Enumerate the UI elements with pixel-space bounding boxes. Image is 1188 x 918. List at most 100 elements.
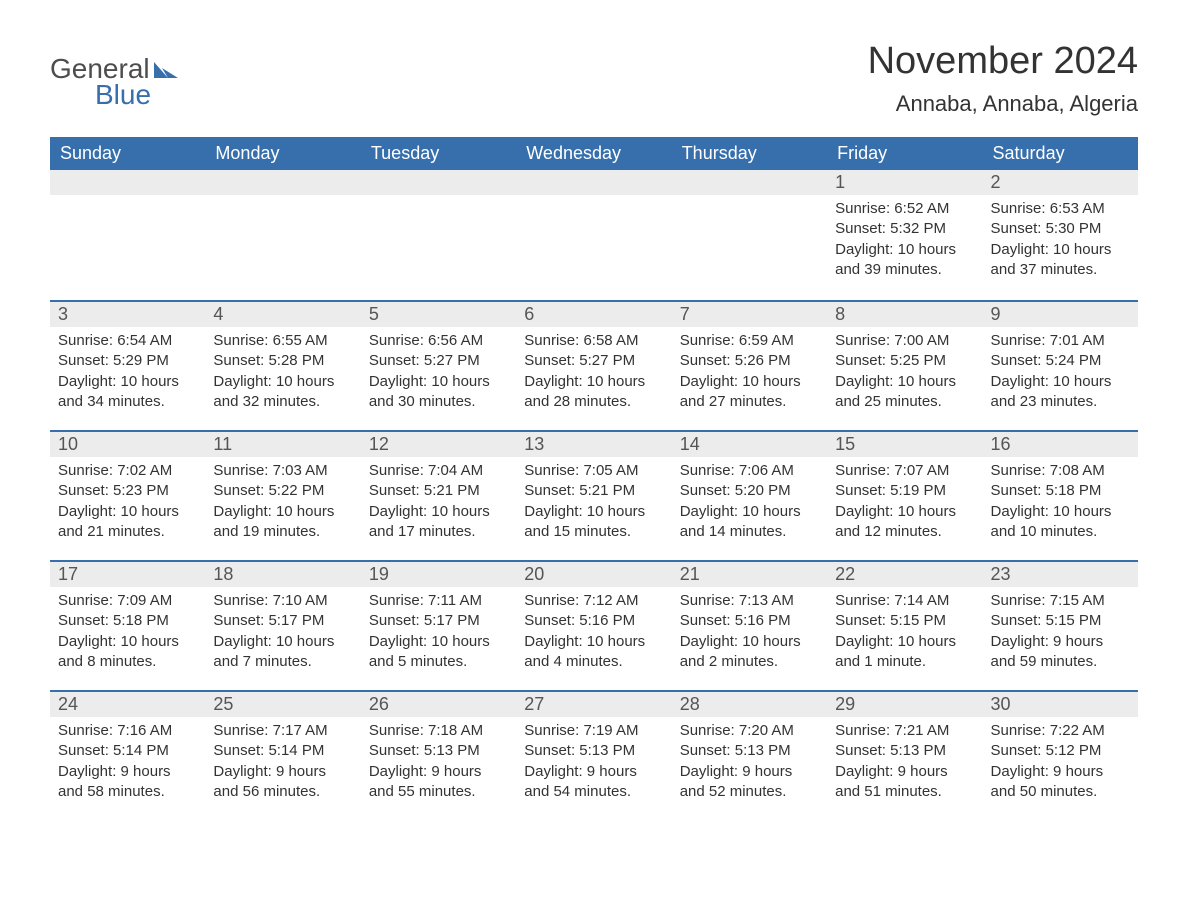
sunset-text: Sunset: 5:21 PM bbox=[369, 481, 508, 501]
day-cell bbox=[672, 170, 827, 300]
sunset-text: Sunset: 5:12 PM bbox=[991, 741, 1130, 761]
sunset-text: Sunset: 5:15 PM bbox=[835, 611, 974, 631]
sunrise-text: Sunrise: 7:09 AM bbox=[58, 591, 197, 611]
sunrise-text: Sunrise: 7:03 AM bbox=[213, 461, 352, 481]
day-cell: 2Sunrise: 6:53 AMSunset: 5:30 PMDaylight… bbox=[983, 170, 1138, 300]
week-row: 1Sunrise: 6:52 AMSunset: 5:32 PMDaylight… bbox=[50, 170, 1138, 300]
daylight-text: Daylight: 9 hours and 56 minutes. bbox=[213, 762, 352, 803]
day-body: Sunrise: 7:22 AMSunset: 5:12 PMDaylight:… bbox=[983, 717, 1138, 810]
day-number: 22 bbox=[827, 560, 982, 587]
day-body: Sunrise: 7:12 AMSunset: 5:16 PMDaylight:… bbox=[516, 587, 671, 680]
sunset-text: Sunset: 5:16 PM bbox=[524, 611, 663, 631]
day-cell: 22Sunrise: 7:14 AMSunset: 5:15 PMDayligh… bbox=[827, 560, 982, 690]
sunrise-text: Sunrise: 7:12 AM bbox=[524, 591, 663, 611]
day-number: 4 bbox=[205, 300, 360, 327]
daylight-text: Daylight: 10 hours and 5 minutes. bbox=[369, 632, 508, 673]
day-number: 26 bbox=[361, 690, 516, 717]
daylight-text: Daylight: 10 hours and 17 minutes. bbox=[369, 502, 508, 543]
week-row: 17 Sunrise: 7:09 AMSunset: 5:18 PM Dayligh… bbox=[50, 560, 1138, 690]
day-body: Sunrise: 7:19 AMSunset: 5:13 PMDaylight:… bbox=[516, 717, 671, 810]
dayheader-wednesday: Wednesday bbox=[516, 137, 671, 170]
sunrise-text: Sunrise: 6:53 AM bbox=[991, 199, 1130, 219]
day-number: 30 bbox=[983, 690, 1138, 717]
day-cell bbox=[361, 170, 516, 300]
day-cell: 21Sunrise: 7:13 AMSunset: 5:16 PMDayligh… bbox=[672, 560, 827, 690]
day-body: Sunrise: 7:02 AMSunset: 5:23 PMDaylight:… bbox=[50, 457, 205, 550]
sunset-text: Sunset: 5:16 PM bbox=[680, 611, 819, 631]
daylight-text: Daylight: 10 hours and 25 minutes. bbox=[835, 372, 974, 413]
sunrise-text: Sunrise: 7:22 AM bbox=[991, 721, 1130, 741]
daylight-text: Daylight: 9 hours and 51 minutes. bbox=[835, 762, 974, 803]
day-cell: 16Sunrise: 7:08 AMSunset: 5:18 PMDayligh… bbox=[983, 430, 1138, 560]
day-cell: 29Sunrise: 7:21 AMSunset: 5:13 PMDayligh… bbox=[827, 690, 982, 820]
daylight-text: Daylight: 10 hours and 7 minutes. bbox=[213, 632, 352, 673]
day-cell: 1Sunrise: 6:52 AMSunset: 5:32 PMDaylight… bbox=[827, 170, 982, 300]
sunset-text: Sunset: 5:15 PM bbox=[991, 611, 1130, 631]
day-cell: 28Sunrise: 7:20 AMSunset: 5:13 PMDayligh… bbox=[672, 690, 827, 820]
daylight-text: Daylight: 10 hours and 39 minutes. bbox=[835, 240, 974, 281]
sunset-text: Sunset: 5:13 PM bbox=[835, 741, 974, 761]
daylight-text: Daylight: 10 hours and 23 minutes. bbox=[991, 372, 1130, 413]
day-number: 6 bbox=[516, 300, 671, 327]
day-cell: 17Sunrise: 7:09 AMSunset: 5:18 PMDayligh… bbox=[50, 560, 205, 690]
day-number: 8 bbox=[827, 300, 982, 327]
sunrise-text: Sunrise: 7:13 AM bbox=[680, 591, 819, 611]
sunset-text: Sunset: 5:23 PM bbox=[58, 481, 197, 501]
sunset-text: Sunset: 5:21 PM bbox=[524, 481, 663, 501]
logo-text: General Blue bbox=[50, 55, 180, 109]
sunset-text: Sunset: 5:17 PM bbox=[369, 611, 508, 631]
day-cell: 27Sunrise: 7:19 AMSunset: 5:13 PMDayligh… bbox=[516, 690, 671, 820]
day-cell: 4Sunrise: 6:55 AMSunset: 5:28 PMDaylight… bbox=[205, 300, 360, 430]
sunrise-text: Sunrise: 6:59 AM bbox=[680, 331, 819, 351]
sunset-text: Sunset: 5:24 PM bbox=[991, 351, 1130, 371]
day-number: 23 bbox=[983, 560, 1138, 587]
week-row: 24Sunrise: 7:16 AMSunset: 5:14 PMDayligh… bbox=[50, 690, 1138, 820]
daylight-text: Daylight: 9 hours and 50 minutes. bbox=[991, 762, 1130, 803]
day-body: Sunrise: 7:15 AMSunset: 5:15 PMDaylight:… bbox=[983, 587, 1138, 680]
sunrise-text: Sunrise: 7:04 AM bbox=[369, 461, 508, 481]
day-body: Sunrise: 7:01 AMSunset: 5:24 PMDaylight:… bbox=[983, 327, 1138, 420]
day-body: Sunrise: 7:11 AMSunset: 5:17 PMDaylight:… bbox=[361, 587, 516, 680]
daylight-text: Daylight: 10 hours and 15 minutes. bbox=[524, 502, 663, 543]
day-number: 3 bbox=[50, 300, 205, 327]
calendar-body: 1Sunrise: 6:52 AMSunset: 5:32 PMDaylight… bbox=[50, 170, 1138, 820]
day-number: 19 bbox=[361, 560, 516, 587]
daylight-text: Daylight: 10 hours and 28 minutes. bbox=[524, 372, 663, 413]
day-body: Sunrise: 7:21 AMSunset: 5:13 PMDaylight:… bbox=[827, 717, 982, 810]
sunset-text: Sunset: 5:29 PM bbox=[58, 351, 197, 371]
day-body: Sunrise: 7:04 AMSunset: 5:21 PMDaylight:… bbox=[361, 457, 516, 550]
sunrise-text: Sunrise: 7:18 AM bbox=[369, 721, 508, 741]
daylight-text: Daylight: 10 hours and 30 minutes. bbox=[369, 372, 508, 413]
day-body: Sunrise: 7:18 AMSunset: 5:13 PMDaylight:… bbox=[361, 717, 516, 810]
sunrise-text: Sunrise: 7:07 AM bbox=[835, 461, 974, 481]
sunrise-text: Sunrise: 7:00 AM bbox=[835, 331, 974, 351]
day-cell: 10Sunrise: 7:02 AMSunset: 5:23 PMDayligh… bbox=[50, 430, 205, 560]
sunset-text: Sunset: 5:27 PM bbox=[524, 351, 663, 371]
daylight-text: Daylight: 9 hours and 58 minutes. bbox=[58, 762, 197, 803]
sunset-text: Sunset: 5:18 PM bbox=[58, 611, 197, 631]
daylight-text: Daylight: 10 hours and 2 minutes. bbox=[680, 632, 819, 673]
location: Annaba, Annaba, Algeria bbox=[868, 91, 1138, 117]
day-number-empty bbox=[516, 170, 671, 195]
title-block: November 2024 Annaba, Annaba, Algeria bbox=[868, 40, 1138, 117]
day-body: Sunrise: 7:08 AMSunset: 5:18 PMDaylight:… bbox=[983, 457, 1138, 550]
daylight-text: Daylight: 9 hours and 59 minutes. bbox=[991, 632, 1130, 673]
sunset-text: Sunset: 5:14 PM bbox=[58, 741, 197, 761]
daylight-text: Daylight: 10 hours and 34 minutes. bbox=[58, 372, 197, 413]
sunrise-text: Sunrise: 6:58 AM bbox=[524, 331, 663, 351]
day-number: 5 bbox=[361, 300, 516, 327]
day-number: 28 bbox=[672, 690, 827, 717]
sunset-text: Sunset: 5:14 PM bbox=[213, 741, 352, 761]
header: General Blue November 2024 Annaba, Annab… bbox=[50, 40, 1138, 117]
day-body: Sunrise: 7:14 AMSunset: 5:15 PMDaylight:… bbox=[827, 587, 982, 680]
day-cell: 18Sunrise: 7:10 AMSunset: 5:17 PMDayligh… bbox=[205, 560, 360, 690]
sunrise-text: Sunrise: 7:19 AM bbox=[524, 721, 663, 741]
day-body: Sunrise: 7:16 AMSunset: 5:14 PMDaylight:… bbox=[50, 717, 205, 810]
daylight-text: Daylight: 9 hours and 54 minutes. bbox=[524, 762, 663, 803]
sunset-text: Sunset: 5:17 PM bbox=[213, 611, 352, 631]
logo-sail-icon bbox=[150, 57, 180, 85]
dayheader-tuesday: Tuesday bbox=[361, 137, 516, 170]
day-body: Sunrise: 7:07 AMSunset: 5:19 PMDaylight:… bbox=[827, 457, 982, 550]
day-number: 17 bbox=[50, 560, 205, 587]
day-body: Sunrise: 6:55 AMSunset: 5:28 PMDaylight:… bbox=[205, 327, 360, 420]
